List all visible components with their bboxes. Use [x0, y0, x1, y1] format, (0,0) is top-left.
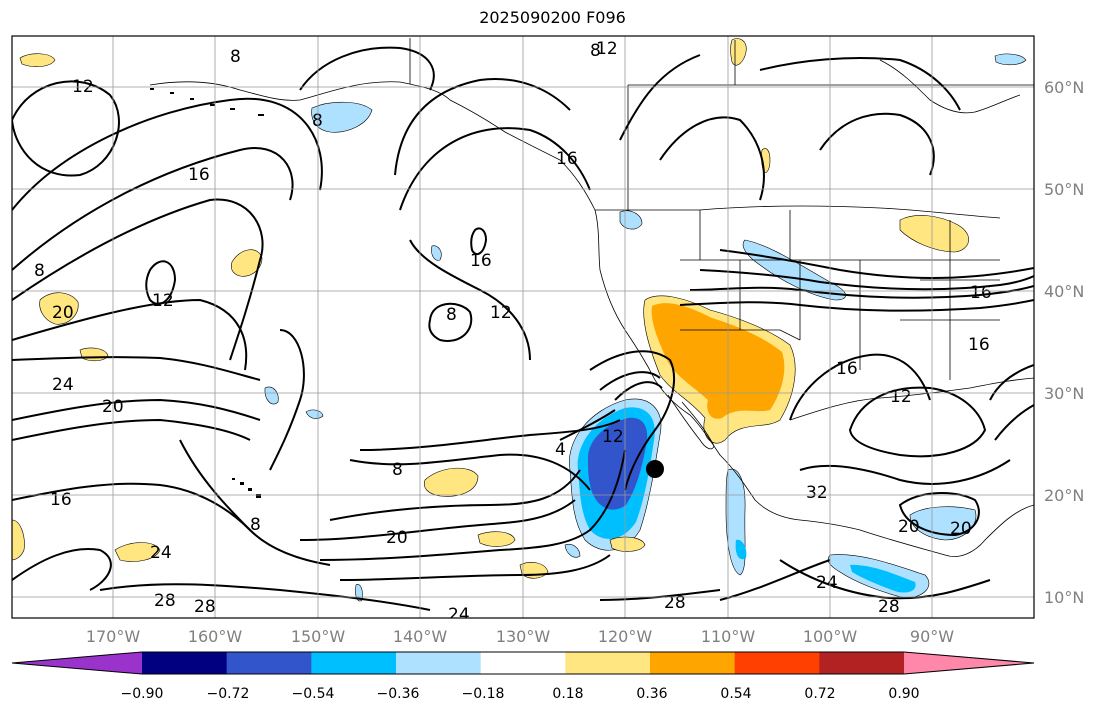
- contour-label: 8: [312, 111, 323, 131]
- colorbar-segment: [311, 652, 397, 674]
- alaska-coast: [149, 81, 596, 211]
- lat-lon-grid: [12, 36, 1034, 618]
- colorbar-tick: 0.54: [720, 686, 751, 702]
- contour-label: 28: [878, 597, 900, 617]
- contour-label: 20: [950, 519, 972, 539]
- lon-tick: 90°W: [910, 627, 954, 646]
- lat-tick: 50°N: [1044, 180, 1084, 199]
- contour-label: 12: [490, 303, 512, 323]
- contour-label: 12: [890, 387, 912, 407]
- lat-tick: 40°N: [1044, 282, 1084, 301]
- coastlines: [149, 38, 1034, 557]
- colorbar-tick: −0.18: [462, 686, 505, 702]
- colorbar-tick: 0.72: [804, 686, 835, 702]
- colorbar-tick: −0.72: [207, 686, 250, 702]
- contour-label: 24: [150, 543, 172, 563]
- contour-label: 24: [816, 573, 838, 593]
- contour-label: 20: [386, 528, 408, 548]
- contour-label: 16: [470, 251, 492, 271]
- colorbar-tick: −0.54: [292, 686, 335, 702]
- colorbar-segment: [142, 652, 228, 674]
- contour-label: 12: [152, 291, 174, 311]
- contour-label: 8: [230, 47, 241, 67]
- lon-tick: 140°W: [393, 627, 448, 646]
- colorbar-extend-high: [904, 652, 1034, 674]
- contour-label: 16: [968, 335, 990, 355]
- colorbar-segment: [819, 652, 905, 674]
- anomaly-shading: [12, 38, 1027, 602]
- central-america-coast: [859, 504, 1034, 557]
- contour-label: 8: [250, 515, 261, 535]
- contour-label: 16: [970, 283, 992, 303]
- colorbar-tick: 0.18: [552, 686, 583, 702]
- colorbar: −0.90 −0.72 −0.54 −0.36 −0.18 0.18 0.36 …: [11, 651, 1035, 702]
- contour-label-group: 8 12 8 16 8 12 16 12 8 8 16 20 12 24 20 …: [34, 39, 992, 625]
- lat-tick-labels: 60°N 50°N 40°N 30°N 20°N 10°N: [1044, 78, 1084, 607]
- west-coast-north-america: [594, 209, 861, 531]
- hawaii-islands: [232, 478, 261, 498]
- map-frame: [11, 35, 1035, 619]
- baja-peninsula: [667, 394, 715, 450]
- contour-label: 8: [34, 261, 45, 281]
- colorbar-extend-low: [12, 652, 142, 674]
- contour-label: 8: [446, 305, 457, 325]
- contour-label: 24: [52, 375, 74, 395]
- gulf-coast: [789, 377, 1034, 421]
- contour-label: 16: [556, 149, 578, 169]
- lat-tick: 30°N: [1044, 384, 1084, 403]
- colorbar-segment: [565, 652, 651, 674]
- lon-tick: 110°W: [701, 627, 756, 646]
- lon-tick: 150°W: [291, 627, 346, 646]
- contour-label: 4: [555, 440, 566, 460]
- contour-label: 28: [194, 597, 216, 617]
- storm-center-dot: [646, 460, 664, 478]
- map-area: 8 12 8 16 8 12 16 12 8 8 16 20 12 24 20 …: [12, 36, 1034, 625]
- colorbar-segment: [226, 652, 312, 674]
- colorbar-tick: 0.36: [636, 686, 667, 702]
- colorbar-segment: [396, 652, 482, 674]
- hudson-bay-coast: [879, 59, 1021, 114]
- contour-label: 12: [596, 39, 618, 59]
- colorbar-tick: −0.90: [121, 686, 164, 702]
- contour-label: 16: [836, 359, 858, 379]
- lon-tick: 170°W: [86, 627, 141, 646]
- map-title: 2025090200 F096: [479, 8, 626, 27]
- contour-label: 28: [154, 591, 176, 611]
- contour-label: 20: [898, 517, 920, 537]
- colorbar-segment: [734, 652, 820, 674]
- lon-tick: 100°W: [803, 627, 858, 646]
- contour-label: 12: [602, 427, 624, 447]
- contour-label: 16: [188, 165, 210, 185]
- contour-label: 8: [590, 41, 601, 61]
- lat-tick: 60°N: [1044, 78, 1084, 97]
- contour-label: 8: [392, 460, 403, 480]
- lat-tick: 10°N: [1044, 588, 1084, 607]
- contour-label: 32: [806, 483, 828, 503]
- colorbar-outline: [11, 651, 1035, 675]
- contour-label: 28: [664, 593, 686, 613]
- lon-tick-labels: 170°W 160°W 150°W 140°W 130°W 120°W 110°…: [86, 627, 954, 646]
- contour-label: 20: [52, 303, 74, 323]
- lon-tick: 120°W: [598, 627, 653, 646]
- colorbar-tick: −0.36: [377, 686, 420, 702]
- contour-label: 16: [50, 490, 72, 510]
- contour-lines: [12, 46, 1034, 611]
- colorbar-segment: [650, 652, 736, 674]
- colorbar-tick: 0.90: [888, 686, 919, 702]
- lat-tick: 20°N: [1044, 486, 1084, 505]
- aleutian-islands: [150, 88, 264, 116]
- contour-label: 24: [448, 605, 470, 625]
- colorbar-segment: [480, 652, 566, 674]
- lon-tick: 130°W: [496, 627, 551, 646]
- lon-tick: 160°W: [188, 627, 243, 646]
